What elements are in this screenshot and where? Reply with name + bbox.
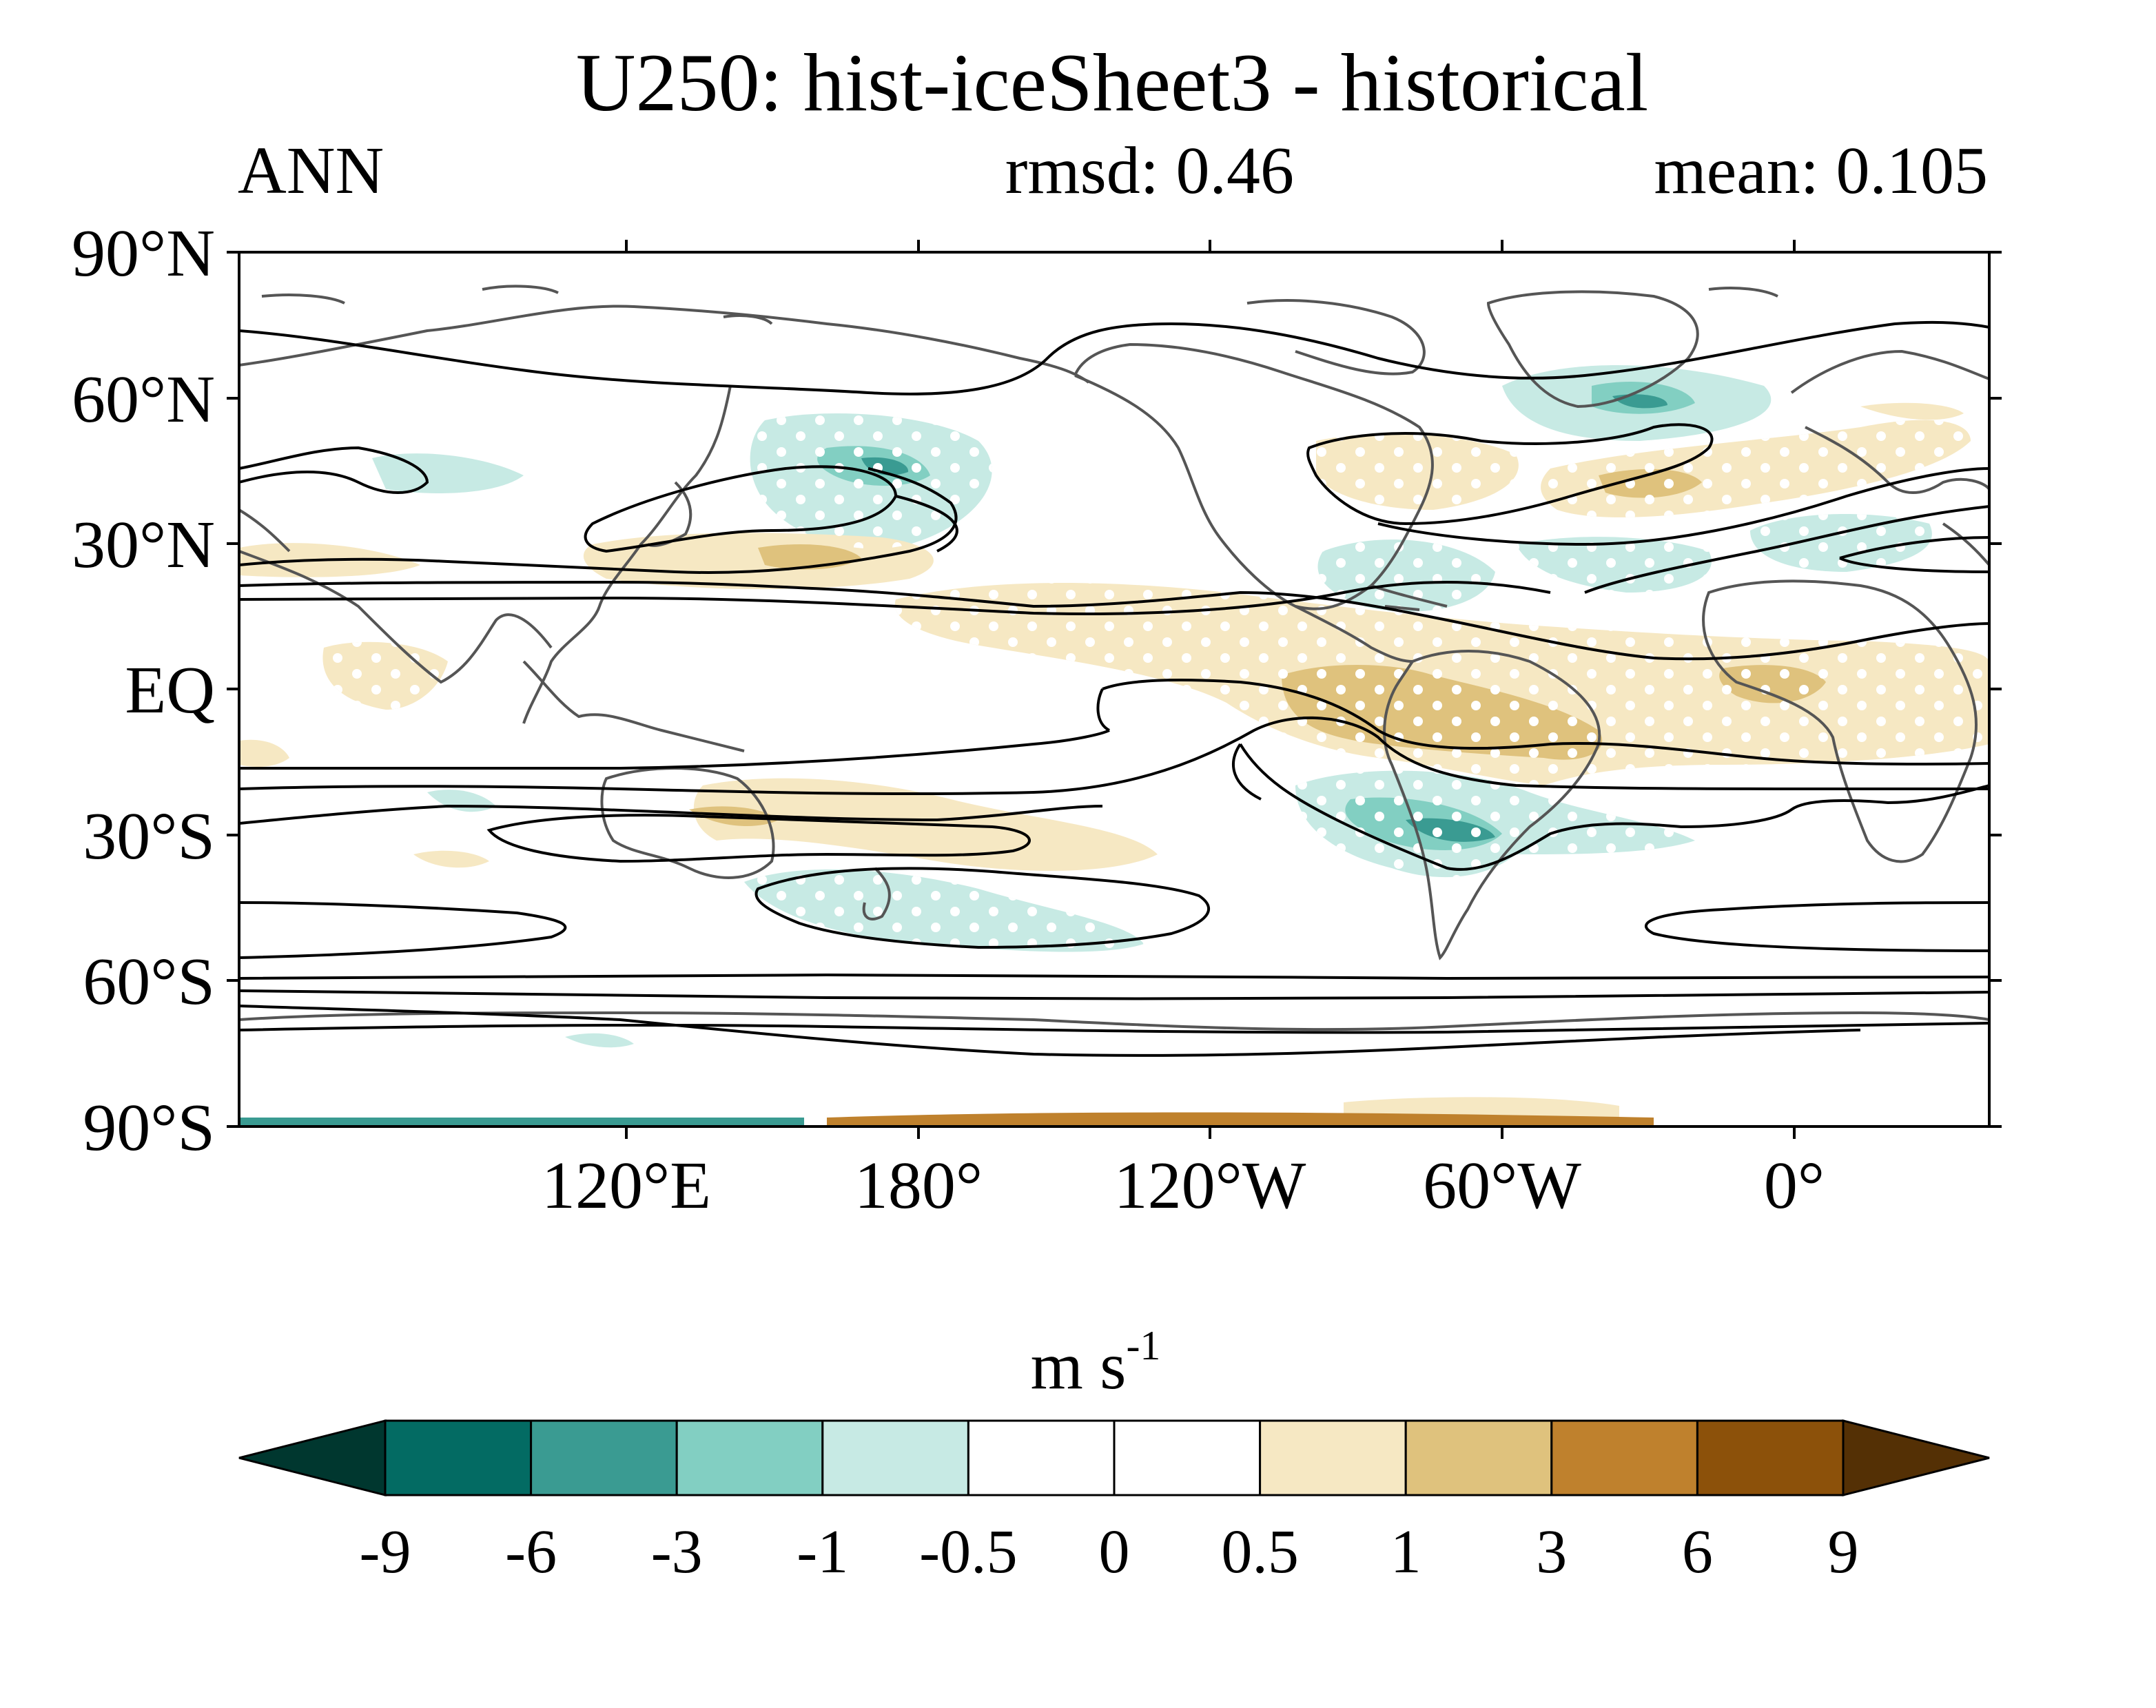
coastlines bbox=[239, 285, 1989, 1031]
lat-label-90s: 90°S bbox=[83, 1091, 215, 1165]
colorbar-swatch bbox=[821, 1419, 969, 1496]
colorbar-tick-label: -6 bbox=[505, 1518, 557, 1586]
colorbar-swatch bbox=[1696, 1419, 1845, 1496]
lon-label-60w: 60°W bbox=[1423, 1149, 1581, 1223]
colorbar-swatch bbox=[1113, 1419, 1262, 1496]
colorbar-tick-label: -3 bbox=[651, 1518, 703, 1586]
colorbar-tick-label: -1 bbox=[797, 1518, 848, 1586]
colorbar-swatch bbox=[1550, 1419, 1698, 1496]
colorbar-tick-label: 3 bbox=[1536, 1518, 1567, 1586]
lat-label-30n: 30°N bbox=[72, 508, 215, 582]
positive-anomaly-deep bbox=[827, 1112, 1654, 1126]
colorbar-swatch bbox=[967, 1419, 1116, 1496]
lon-label-120e: 120°E bbox=[542, 1149, 711, 1223]
figure-title: U250: hist-iceSheet3 - historical bbox=[576, 37, 1648, 128]
colorbar bbox=[238, 1419, 1990, 1496]
colorbar-swatch bbox=[530, 1419, 678, 1496]
colorbar-tick-label: -0.5 bbox=[919, 1518, 1017, 1586]
lon-label-180: 180° bbox=[854, 1149, 983, 1223]
colorbar-tick-label: 1 bbox=[1390, 1518, 1421, 1586]
lon-label-120w: 120°W bbox=[1114, 1149, 1306, 1223]
colorbar-units: m s-1 bbox=[1031, 1323, 1161, 1403]
lat-label-eq: EQ bbox=[125, 653, 215, 728]
latitude-labels: 90°N 60°N 30°N EQ 30°S 60°S 90°S bbox=[72, 216, 215, 1165]
climatology-contours bbox=[239, 320, 1989, 1057]
colorbar-swatch bbox=[1404, 1419, 1553, 1496]
colorbar-swatch bbox=[675, 1419, 824, 1496]
lat-label-60n: 60°N bbox=[72, 362, 215, 437]
colorbar-swatch bbox=[384, 1419, 533, 1496]
colorbar-tick-label: 6 bbox=[1682, 1518, 1713, 1586]
significance-stippling bbox=[322, 413, 1989, 952]
colorbar-tick-label: 0 bbox=[1099, 1518, 1130, 1586]
colorbar-extend-low bbox=[238, 1419, 387, 1496]
map-panel bbox=[239, 252, 1989, 1126]
lat-label-60s: 60°S bbox=[83, 945, 215, 1019]
colorbar-tick-label: 0.5 bbox=[1221, 1518, 1299, 1586]
season-label: ANN bbox=[238, 134, 384, 208]
lat-label-90n: 90°N bbox=[72, 216, 215, 291]
lon-label-0: 0° bbox=[1764, 1149, 1825, 1223]
colorbar-swatch bbox=[1259, 1419, 1407, 1496]
rmsd-label: rmsd: 0.46 bbox=[1005, 134, 1294, 208]
colorbar-tick-label: 9 bbox=[1828, 1518, 1859, 1586]
colorbar-tick-labels: -9 -6 -3 -1 -0.5 0 0.5 1 3 6 9 bbox=[360, 1518, 1859, 1586]
longitude-labels: 120°E 180° 120°W 60°W 0° bbox=[542, 1149, 1825, 1223]
map-ticks bbox=[227, 240, 2002, 1139]
colorbar-tick-label: -9 bbox=[360, 1518, 411, 1586]
south-pole-negative-band bbox=[239, 1118, 804, 1126]
colorbar-units-exponent: -1 bbox=[1126, 1323, 1160, 1368]
lat-label-30s: 30°S bbox=[83, 799, 215, 874]
mean-label: mean: 0.105 bbox=[1654, 134, 1988, 208]
colorbar-extend-high bbox=[1842, 1419, 1990, 1496]
colorbar-units-base: m s bbox=[1031, 1329, 1127, 1403]
